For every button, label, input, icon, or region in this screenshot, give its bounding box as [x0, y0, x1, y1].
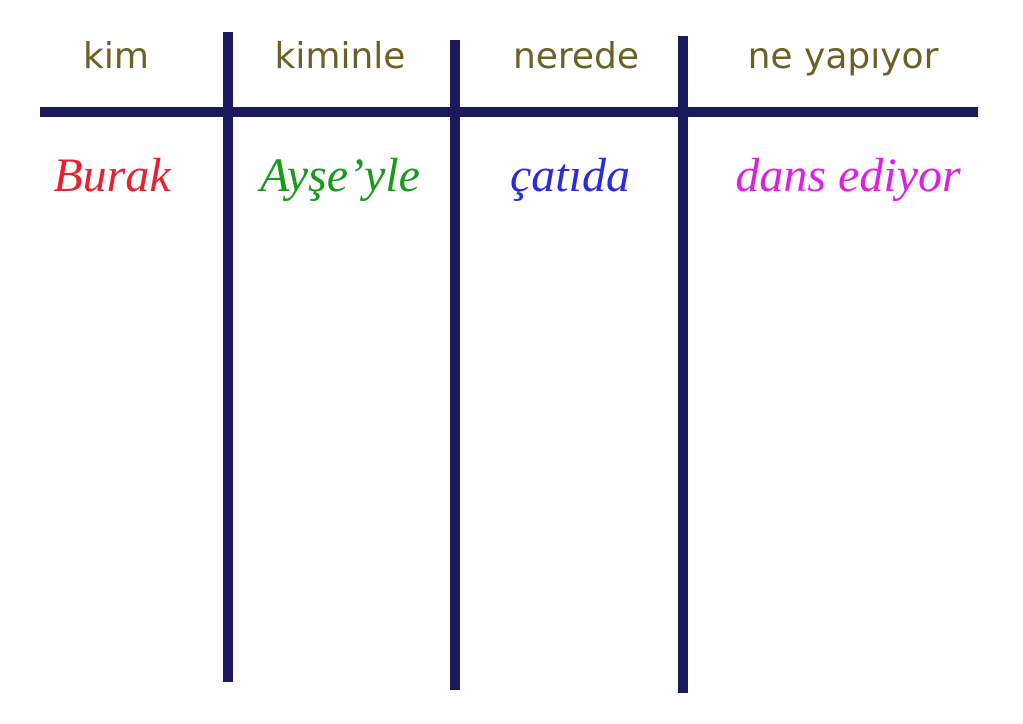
header-cell: kiminle — [275, 36, 406, 77]
table-cell: çatıda — [510, 149, 630, 202]
header-cell: kim — [83, 36, 149, 77]
table-cell: Burak — [53, 149, 172, 202]
header-cell: nerede — [513, 36, 639, 77]
header-cell: ne yapıyor — [748, 36, 939, 77]
table-cell: dans ediyor — [735, 149, 961, 202]
table-cell: Ayşe’yle — [257, 149, 420, 202]
